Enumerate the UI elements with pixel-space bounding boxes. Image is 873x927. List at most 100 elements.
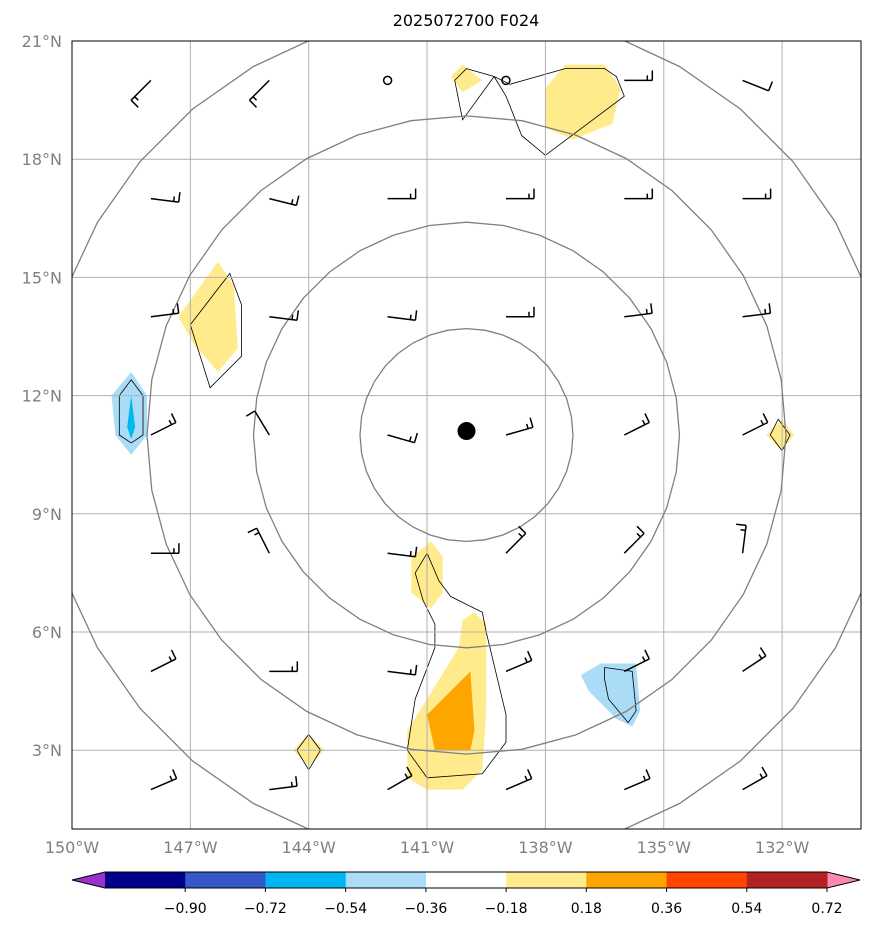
wind-barb	[624, 303, 653, 318]
barb-half-flag	[759, 773, 764, 779]
barb-flag	[296, 310, 300, 321]
lat-tick-label: 9°N	[32, 505, 62, 524]
wind-barb	[623, 525, 645, 554]
filled-region	[580, 663, 641, 727]
wind-barb	[742, 766, 768, 791]
lat-tick-label: 15°N	[22, 268, 62, 287]
wind-barb	[245, 410, 270, 436]
barb-half-flag	[169, 775, 173, 781]
barb-shaft	[150, 312, 179, 318]
lon-tick-label: 150°W	[45, 838, 100, 857]
contour-line	[604, 667, 637, 724]
wind-barb	[387, 432, 419, 444]
barb-shaft	[505, 426, 534, 436]
range-rings	[72, 41, 861, 829]
colorbar: −0.90 −0.72 −0.54 −0.36 −0.18 0.18 0.36 0.54 0.7…	[71, 871, 861, 917]
barb-half-flag	[290, 199, 294, 205]
colorbar-segment	[586, 872, 667, 888]
wind-barb	[387, 310, 418, 322]
barb-flag	[248, 99, 258, 108]
barb-flag	[644, 413, 650, 423]
markers	[382, 75, 511, 441]
wind-barb	[624, 188, 654, 200]
lat-tick-label: 18°N	[22, 150, 62, 169]
barb-flag	[247, 527, 258, 534]
barb-half-flag	[641, 656, 646, 662]
barb-flag	[295, 195, 300, 206]
barb-flag	[172, 769, 178, 779]
filled-region	[450, 64, 483, 93]
barb-half-flag	[254, 531, 260, 536]
wind-barb	[505, 650, 533, 673]
colorbar-segment	[265, 872, 347, 888]
filled-contours	[111, 64, 794, 790]
barb-half-flag	[740, 529, 746, 532]
wind-barb	[742, 79, 774, 92]
barb-shaft	[860, 316, 861, 318]
wind-barb	[736, 523, 747, 554]
colorbar-extend-high	[827, 872, 860, 888]
wind-barb	[742, 413, 769, 436]
barb-shaft	[860, 551, 861, 554]
wind-barb	[860, 670, 861, 672]
barb-half-flag	[525, 423, 529, 429]
barb-flag	[645, 769, 651, 779]
barb-flag	[295, 776, 298, 787]
wind-barb	[150, 192, 181, 203]
barb-flag	[414, 664, 418, 675]
barb-flag	[414, 546, 418, 557]
barb-half-flag	[409, 314, 412, 320]
lon-tick-label: 141°W	[400, 838, 455, 857]
wind-barbs	[130, 70, 871, 791]
barb-half-flag	[408, 436, 412, 442]
wind-barb	[150, 649, 177, 673]
barb-half-flag	[168, 656, 173, 662]
colorbar-tick-label: −0.72	[244, 901, 287, 917]
barb-half-flag	[291, 314, 294, 320]
colorbar-tick-label: −0.36	[404, 901, 447, 917]
filled-region	[178, 261, 238, 372]
lon-tick-label: 135°W	[637, 838, 692, 857]
barb-flag	[650, 303, 653, 314]
barb-half-flag	[764, 308, 767, 314]
barb-flag	[636, 525, 645, 534]
barb-half-flag	[172, 308, 175, 314]
colorbar-tick-label: 0.54	[731, 901, 762, 917]
wind-barb	[387, 546, 418, 558]
contour-line	[406, 552, 507, 779]
wind-barb	[130, 79, 152, 108]
contour-line	[189, 272, 243, 389]
barb-shaft	[623, 421, 650, 436]
colorbar-segment	[506, 872, 587, 888]
barb-flag	[529, 417, 534, 428]
wind-barb	[150, 303, 180, 318]
barb-half-flag	[524, 775, 528, 781]
barb-half-flag	[404, 773, 409, 779]
barb-half-flag	[636, 532, 642, 538]
range-ring	[146, 115, 787, 755]
barb-half-flag	[645, 308, 648, 314]
wind-barb	[860, 788, 861, 790]
colorbar-extend-low	[72, 872, 105, 888]
wind-barb	[150, 413, 177, 436]
wind-barb	[248, 79, 270, 108]
barb-flag	[527, 650, 533, 661]
wind-barb	[269, 310, 300, 322]
colorbar-segment	[105, 872, 186, 888]
barb-flag	[130, 99, 139, 108]
barb-shaft	[742, 312, 771, 318]
wind-barb	[624, 70, 654, 82]
colorbar-tick-label: 0.18	[571, 901, 602, 917]
lon-tick-label: 144°W	[282, 838, 337, 857]
wind-barb	[387, 664, 418, 676]
barb-flag	[644, 649, 650, 660]
barb-flag	[406, 766, 413, 777]
barb-shaft	[860, 788, 861, 790]
barb-flag	[862, 524, 871, 528]
barb-flag	[170, 649, 177, 660]
wind-barb	[860, 316, 861, 318]
colorbar-outline	[71, 871, 861, 889]
barb-half-flag	[290, 781, 293, 787]
barb-shaft	[130, 79, 152, 101]
colorbar-tick-label: 0.72	[811, 901, 842, 917]
